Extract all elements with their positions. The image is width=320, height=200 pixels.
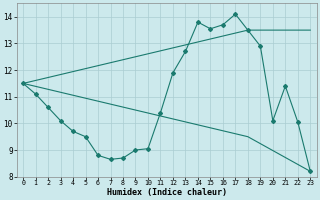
X-axis label: Humidex (Indice chaleur): Humidex (Indice chaleur) — [107, 188, 227, 197]
